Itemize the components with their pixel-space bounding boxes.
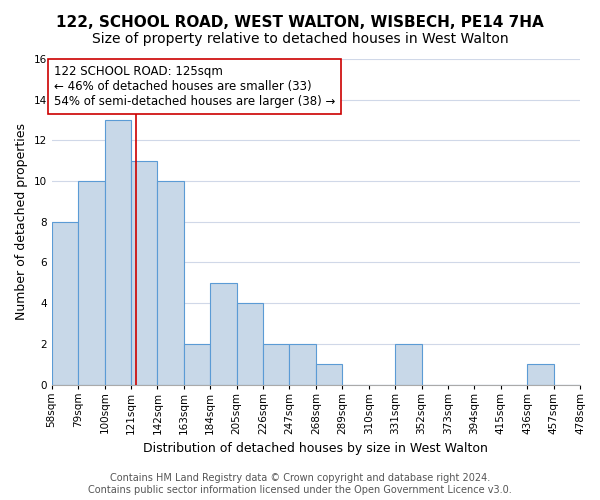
Y-axis label: Number of detached properties: Number of detached properties: [15, 124, 28, 320]
Bar: [104, 120, 131, 384]
Text: Size of property relative to detached houses in West Walton: Size of property relative to detached ho…: [92, 32, 508, 46]
Text: 122, SCHOOL ROAD, WEST WALTON, WISBECH, PE14 7HA: 122, SCHOOL ROAD, WEST WALTON, WISBECH, …: [56, 15, 544, 30]
Bar: [263, 344, 289, 385]
Bar: [236, 303, 263, 384]
Bar: [78, 181, 104, 384]
Bar: [527, 364, 554, 384]
Bar: [395, 344, 421, 385]
Text: 122 SCHOOL ROAD: 125sqm
← 46% of detached houses are smaller (33)
54% of semi-de: 122 SCHOOL ROAD: 125sqm ← 46% of detache…: [54, 65, 335, 108]
Bar: [157, 181, 184, 384]
X-axis label: Distribution of detached houses by size in West Walton: Distribution of detached houses by size …: [143, 442, 488, 455]
Text: Contains HM Land Registry data © Crown copyright and database right 2024.
Contai: Contains HM Land Registry data © Crown c…: [88, 474, 512, 495]
Bar: [210, 283, 236, 384]
Bar: [52, 222, 78, 384]
Bar: [289, 344, 316, 385]
Bar: [184, 344, 210, 385]
Bar: [316, 364, 342, 384]
Bar: [131, 160, 157, 384]
